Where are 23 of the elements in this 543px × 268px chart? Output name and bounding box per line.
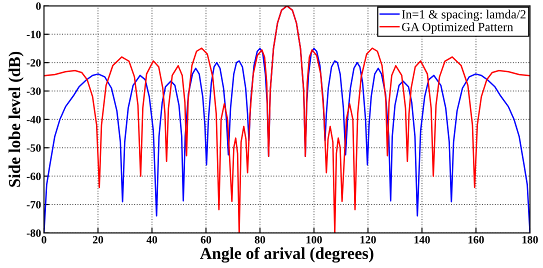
x-tick-label: 140 <box>414 236 430 244</box>
y-tick-label: 0 <box>36 2 41 10</box>
x-tick-label: 20 <box>92 236 104 244</box>
x-tick-label: 40 <box>146 236 158 244</box>
x-tick-label: 100 <box>306 236 322 244</box>
y-tick-label: -30 <box>26 87 41 95</box>
y-tick-label: -20 <box>26 59 41 67</box>
y-tick-label: -70 <box>26 200 41 208</box>
y-tick-label: -80 <box>26 229 41 237</box>
x-tick-label: 0 <box>42 236 46 244</box>
y-axis-title: Side lobe level (dB) <box>8 52 24 187</box>
x-tick-label: 160 <box>468 236 484 244</box>
legend-label: GA Optimized Pattern <box>402 22 514 34</box>
legend-label: In=1 & spacing: lamda/2 <box>402 10 526 22</box>
y-tick-label: -40 <box>26 116 41 124</box>
x-tick-label: 120 <box>360 236 376 244</box>
x-tick-label: 180 <box>522 236 538 244</box>
x-tick-label: 60 <box>200 236 212 244</box>
x-axis-title: Angle of arival (degrees) <box>200 247 374 263</box>
y-tick-label: -10 <box>26 30 41 38</box>
x-tick-label: 80 <box>254 236 266 244</box>
y-tick-label: -50 <box>26 144 41 152</box>
y-tick-label: -60 <box>26 172 41 180</box>
